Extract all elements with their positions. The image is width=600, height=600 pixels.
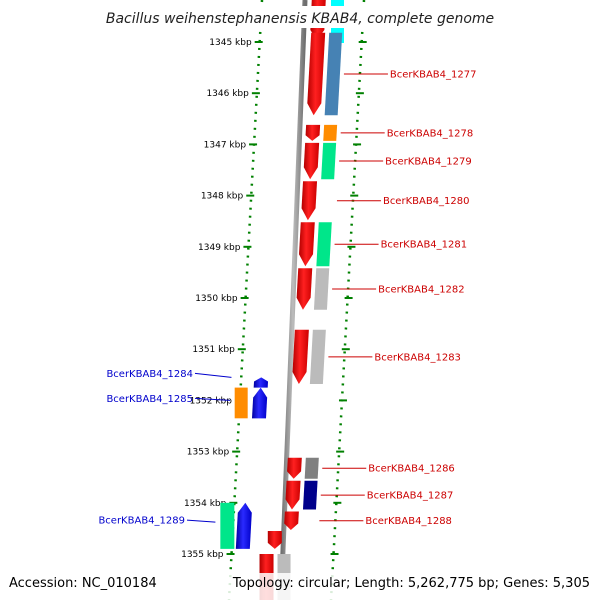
forward-cds-arrow <box>307 32 326 116</box>
tick-label: 1354 kbp <box>184 499 227 509</box>
tick-label: 1350 kbp <box>195 294 238 304</box>
cog-block <box>324 32 343 116</box>
cog-block <box>220 502 235 549</box>
gene-label[interactable]: BcerKBAB4_1284 <box>106 369 193 380</box>
cog-block <box>302 480 318 510</box>
gene-label[interactable]: BcerKBAB4_1281 <box>381 240 468 251</box>
genome-backbone <box>278 0 308 600</box>
topology-text: Topology: circular; Length: 5,262,775 bp… <box>232 576 590 591</box>
gene-label[interactable]: BcerKBAB4_1280 <box>383 196 470 207</box>
forward-cds-arrow <box>301 181 318 221</box>
reverse-cds-arrow <box>251 387 268 419</box>
forward-cds-arrow <box>285 480 301 510</box>
gene-labels: BcerKBAB4_1277 BcerKBAB4_1278 BcerKBAB4_12… <box>98 70 476 528</box>
gene-label[interactable]: BcerKBAB4_1287 <box>367 491 454 502</box>
cog-block <box>309 329 326 385</box>
gene-label[interactable]: BcerKBAB4_1282 <box>378 285 465 296</box>
backbone-line <box>278 0 308 600</box>
tick-label: 1355 kbp <box>181 550 224 560</box>
tick-label: 1352 kbp <box>190 396 233 406</box>
tick-label: 1346 kbp <box>206 89 249 99</box>
tick-label: 1347 kbp <box>204 140 247 150</box>
gene-label[interactable]: BcerKBAB4_1289 <box>98 516 185 527</box>
gene-label[interactable]: BcerKBAB4_1279 <box>385 157 472 168</box>
forward-cds-arrow <box>267 530 282 549</box>
cog-block <box>321 142 337 180</box>
tick-label: 1348 kbp <box>201 192 244 202</box>
footer-backdrop <box>0 573 600 600</box>
label-leader <box>186 519 216 523</box>
gene-label[interactable]: BcerKBAB4_1286 <box>368 464 455 475</box>
cog-block <box>323 124 338 141</box>
gene-label[interactable]: BcerKBAB4_1288 <box>365 516 452 527</box>
gene-features <box>235 0 326 600</box>
gene-label[interactable]: BcerKBAB4_1277 <box>390 70 477 81</box>
accession-text: Accession: NC_010184 <box>9 576 157 591</box>
cog-block <box>304 457 319 479</box>
gene-label[interactable]: BcerKBAB4_1283 <box>374 352 461 363</box>
cog-block <box>234 387 248 419</box>
reverse-cds-arrow <box>235 502 252 549</box>
title-backdrop <box>110 6 490 28</box>
label-leader <box>194 372 232 378</box>
forward-cds-arrow <box>284 511 299 530</box>
cog-block <box>313 268 330 310</box>
label-leader <box>194 397 231 401</box>
gene-label[interactable]: BcerKBAB4_1278 <box>387 128 474 139</box>
tick-label: 1351 kbp <box>192 345 235 355</box>
forward-cds-arrow <box>287 457 302 479</box>
forward-cds-arrow <box>305 124 321 141</box>
forward-cds-arrow <box>296 268 313 310</box>
tick-label: 1353 kbp <box>187 448 230 458</box>
tick-label: 1349 kbp <box>198 243 241 253</box>
label-leaders <box>186 73 388 523</box>
tick-label: 1345 kbp <box>209 38 252 48</box>
forward-cds-arrow <box>299 222 315 267</box>
forward-cds-arrow <box>303 142 320 180</box>
gene-label[interactable]: BcerKBAB4_1285 <box>106 394 193 405</box>
map-title: Bacillus weihenstephanensis KBAB4, compl… <box>106 11 494 27</box>
cog-blocks <box>220 0 344 600</box>
reverse-cds-arrow <box>253 377 269 388</box>
scale-ticks: 1345 kbp 1346 kbp 1347 kbp 1348 kbp 1349 kbp… <box>181 38 367 560</box>
forward-cds-arrow <box>292 329 309 385</box>
cog-block <box>316 222 332 267</box>
